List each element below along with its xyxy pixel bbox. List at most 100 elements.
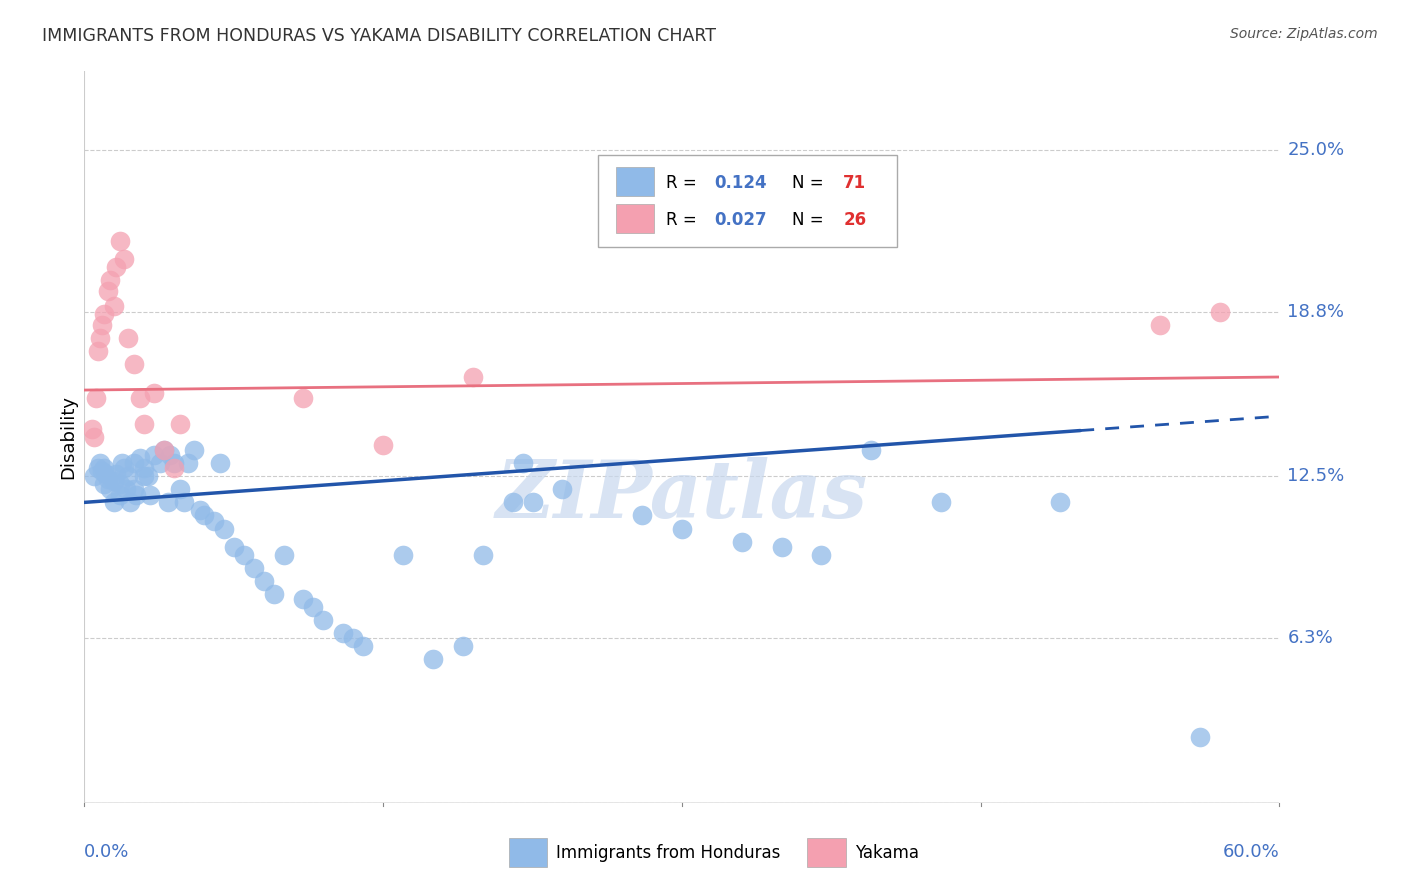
Point: [93, 461, 115, 475]
Point: [122, 483, 145, 497]
Point: [153, 443, 176, 458]
Point: [292, 592, 315, 607]
Point: [153, 443, 176, 458]
Point: [302, 599, 325, 614]
Text: N =: N =: [792, 211, 828, 229]
Text: R =: R =: [666, 211, 703, 229]
Point: [89, 331, 111, 345]
Point: [103, 300, 125, 314]
Point: [373, 438, 395, 452]
Point: [631, 508, 654, 523]
Point: [89, 456, 111, 470]
Point: [157, 495, 180, 509]
Point: [193, 508, 215, 523]
Point: [1209, 304, 1232, 318]
Point: [188, 503, 211, 517]
Point: [502, 495, 524, 509]
Point: [110, 487, 132, 501]
Text: 0.0%: 0.0%: [84, 843, 129, 861]
Point: [143, 448, 166, 462]
Text: 0.124: 0.124: [714, 174, 766, 193]
Point: [82, 422, 104, 436]
FancyBboxPatch shape: [807, 838, 845, 867]
Point: [512, 456, 534, 470]
Point: [731, 534, 754, 549]
Text: Source: ZipAtlas.com: Source: ZipAtlas.com: [1230, 27, 1378, 41]
Text: Yakama: Yakama: [855, 844, 920, 862]
Point: [136, 469, 159, 483]
Point: [105, 260, 128, 275]
Point: [1149, 318, 1171, 332]
Text: 60.0%: 60.0%: [1223, 843, 1279, 861]
Point: [132, 417, 156, 431]
Point: [202, 514, 225, 528]
Point: [139, 487, 162, 501]
Point: [97, 472, 120, 486]
Point: [97, 284, 120, 298]
Point: [120, 495, 142, 509]
Point: [117, 331, 139, 345]
Point: [91, 318, 114, 332]
FancyBboxPatch shape: [616, 203, 654, 233]
Point: [860, 443, 883, 458]
Point: [96, 467, 118, 481]
Point: [103, 475, 125, 489]
Point: [222, 540, 245, 554]
Point: [98, 483, 121, 497]
Point: [93, 307, 115, 321]
Text: IMMIGRANTS FROM HONDURAS VS YAKAMA DISABILITY CORRELATION CHART: IMMIGRANTS FROM HONDURAS VS YAKAMA DISAB…: [42, 27, 716, 45]
Point: [522, 495, 544, 509]
Point: [83, 469, 105, 483]
Point: [112, 252, 135, 267]
Point: [169, 483, 191, 497]
Point: [163, 456, 186, 470]
Text: N =: N =: [792, 174, 828, 193]
Point: [83, 430, 105, 444]
Point: [117, 469, 139, 483]
Point: [392, 548, 415, 562]
Point: [132, 469, 156, 483]
Text: 18.8%: 18.8%: [1288, 302, 1344, 321]
Point: [292, 391, 315, 405]
Point: [163, 461, 186, 475]
Point: [253, 574, 276, 588]
Point: [111, 456, 134, 470]
Point: [86, 391, 108, 405]
FancyBboxPatch shape: [616, 167, 654, 196]
Point: [551, 483, 574, 497]
Point: [132, 461, 156, 475]
Point: [159, 448, 181, 462]
Point: [87, 461, 110, 475]
Text: 26: 26: [844, 211, 866, 229]
Point: [183, 443, 205, 458]
Point: [352, 639, 374, 653]
Point: [422, 652, 444, 666]
Point: [810, 548, 832, 562]
FancyBboxPatch shape: [509, 838, 547, 867]
Point: [98, 273, 121, 287]
Text: Immigrants from Honduras: Immigrants from Honduras: [557, 844, 780, 862]
Point: [451, 639, 474, 653]
Point: [332, 626, 354, 640]
Point: [1188, 731, 1211, 745]
Point: [263, 587, 285, 601]
Point: [671, 521, 693, 535]
Y-axis label: Disability: Disability: [59, 395, 77, 479]
FancyBboxPatch shape: [599, 155, 897, 247]
Point: [242, 560, 264, 574]
Point: [177, 456, 200, 470]
Point: [471, 548, 494, 562]
Point: [169, 417, 191, 431]
Text: 71: 71: [844, 174, 866, 193]
Point: [129, 450, 152, 465]
Text: 25.0%: 25.0%: [1288, 141, 1344, 159]
Text: R =: R =: [666, 174, 703, 193]
Point: [91, 464, 114, 478]
Text: 12.5%: 12.5%: [1288, 467, 1344, 485]
Point: [110, 477, 132, 491]
Point: [105, 467, 128, 481]
Point: [232, 548, 254, 562]
Point: [143, 385, 166, 400]
Point: [125, 487, 148, 501]
Point: [110, 234, 132, 248]
